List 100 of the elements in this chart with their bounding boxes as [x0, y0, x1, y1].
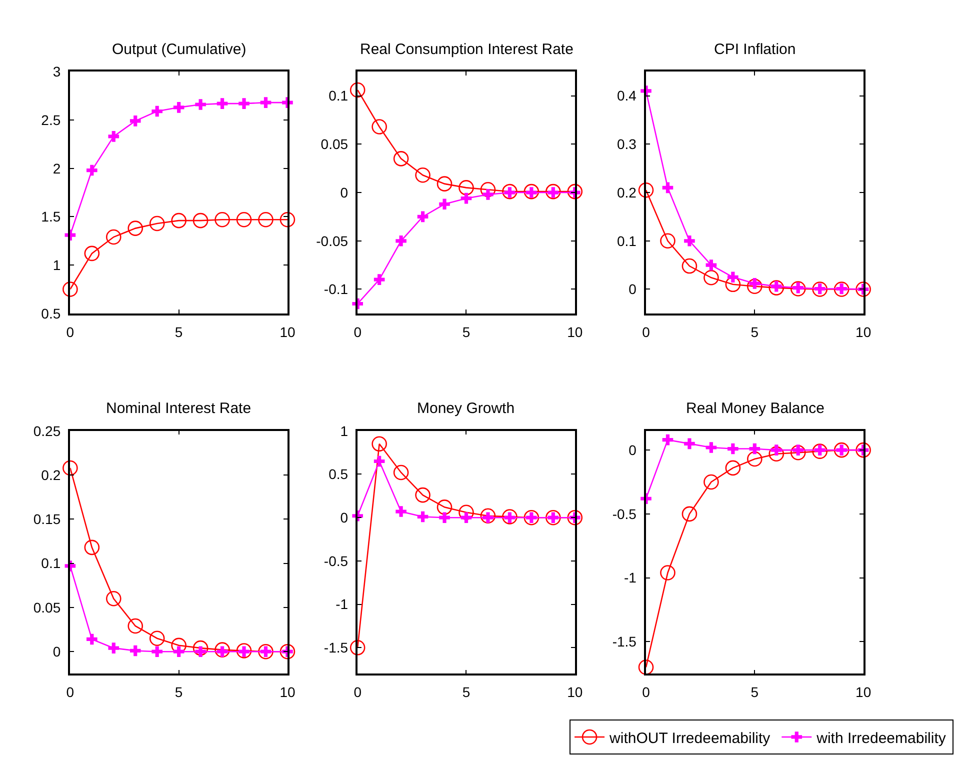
point	[439, 512, 450, 523]
x-tick-label: 10	[280, 324, 296, 340]
x-tick-label: 5	[174, 684, 183, 700]
y-tick-label: -0.05	[316, 232, 348, 249]
point	[374, 456, 385, 467]
point	[747, 451, 762, 467]
x-tick-label: 10	[280, 684, 296, 700]
point	[192, 212, 208, 228]
point	[567, 184, 583, 200]
point	[396, 235, 406, 246]
point	[350, 82, 366, 98]
y-tick-label: -1.5	[612, 634, 637, 650]
point	[728, 443, 738, 454]
x-tick-label: 10	[856, 324, 872, 340]
y-tick-label: 0.15	[33, 511, 61, 528]
point	[684, 438, 695, 450]
y-tick-label: 1	[52, 256, 61, 273]
point	[436, 500, 452, 515]
point	[350, 640, 366, 656]
x-tick-label: 0	[642, 684, 650, 700]
point	[236, 643, 252, 658]
point	[128, 220, 144, 236]
chart-title: Money Growth	[417, 400, 515, 417]
y-tick-label: 0	[340, 184, 348, 200]
point	[171, 212, 186, 228]
point	[725, 460, 741, 476]
chart-title: Real Consumption Interest Rate	[360, 41, 574, 58]
point	[372, 119, 387, 134]
point	[106, 590, 122, 606]
point	[108, 642, 120, 654]
point	[768, 446, 784, 462]
point	[372, 436, 387, 452]
point	[660, 565, 676, 580]
y-tick-label: 0.5	[328, 466, 348, 482]
point	[638, 660, 654, 675]
point	[280, 212, 296, 228]
y-tick-label: 0.3	[616, 136, 637, 152]
y-tick-label: 0	[52, 643, 61, 660]
point	[84, 540, 100, 556]
y-tick-label: -0.5	[612, 506, 637, 522]
point	[86, 634, 98, 645]
point	[260, 97, 272, 108]
point	[704, 270, 719, 286]
y-tick-label: 0	[340, 509, 348, 526]
point	[173, 646, 184, 657]
point	[130, 645, 141, 656]
point	[128, 618, 144, 634]
y-tick-label: 0.1	[616, 232, 637, 249]
point	[524, 184, 540, 200]
x-tick-label: 5	[750, 684, 759, 700]
point	[728, 272, 738, 283]
point	[149, 630, 165, 646]
y-tick-label: 2	[52, 160, 61, 176]
y-tick-label: 1.5	[41, 208, 61, 225]
point	[638, 182, 654, 198]
point	[458, 504, 474, 520]
point	[62, 460, 78, 476]
point	[417, 511, 428, 522]
x-tick-label: 0	[66, 324, 74, 340]
y-tick-label: 0.05	[320, 136, 348, 152]
point	[152, 106, 162, 117]
point	[439, 198, 450, 210]
y-tick-label: 0	[628, 281, 637, 298]
y-tick-label: -1.5	[324, 640, 348, 656]
point	[195, 99, 206, 110]
y-tick-label: 2.5	[41, 112, 61, 128]
y-tick-label: 3	[52, 64, 61, 80]
point	[86, 164, 98, 176]
point	[749, 443, 760, 454]
y-tick-label: 0.5	[41, 305, 61, 322]
y-tick-label: 0.1	[328, 88, 348, 104]
point	[502, 184, 518, 200]
x-tick-label: 5	[750, 324, 759, 340]
point	[502, 509, 518, 524]
point	[768, 280, 784, 296]
point	[682, 506, 698, 522]
point	[236, 212, 252, 228]
point	[684, 235, 695, 246]
point	[415, 487, 430, 503]
y-tick-label: 0.1	[41, 555, 61, 572]
point	[173, 102, 184, 113]
y-tick-label: 0.05	[33, 599, 61, 616]
point	[546, 184, 561, 200]
y-tick-label: 0.4	[616, 88, 637, 104]
chart-title: Nominal Interest Rate	[106, 400, 252, 417]
chart-title: Real Money Balance	[686, 400, 824, 417]
y-tick-label: -1	[624, 570, 637, 586]
x-tick-label: 10	[856, 684, 872, 700]
x-tick-label: 0	[354, 324, 362, 340]
y-tick-label: -0.5	[324, 552, 348, 569]
point	[238, 98, 250, 109]
point	[396, 506, 406, 517]
y-tick-label: 0.2	[616, 184, 637, 200]
chart-title: CPI Inflation	[714, 41, 796, 58]
y-tick-label: -0.1	[324, 281, 348, 298]
point	[660, 233, 676, 249]
point	[84, 246, 100, 262]
point	[747, 278, 762, 294]
point	[106, 229, 122, 245]
point	[216, 98, 228, 109]
